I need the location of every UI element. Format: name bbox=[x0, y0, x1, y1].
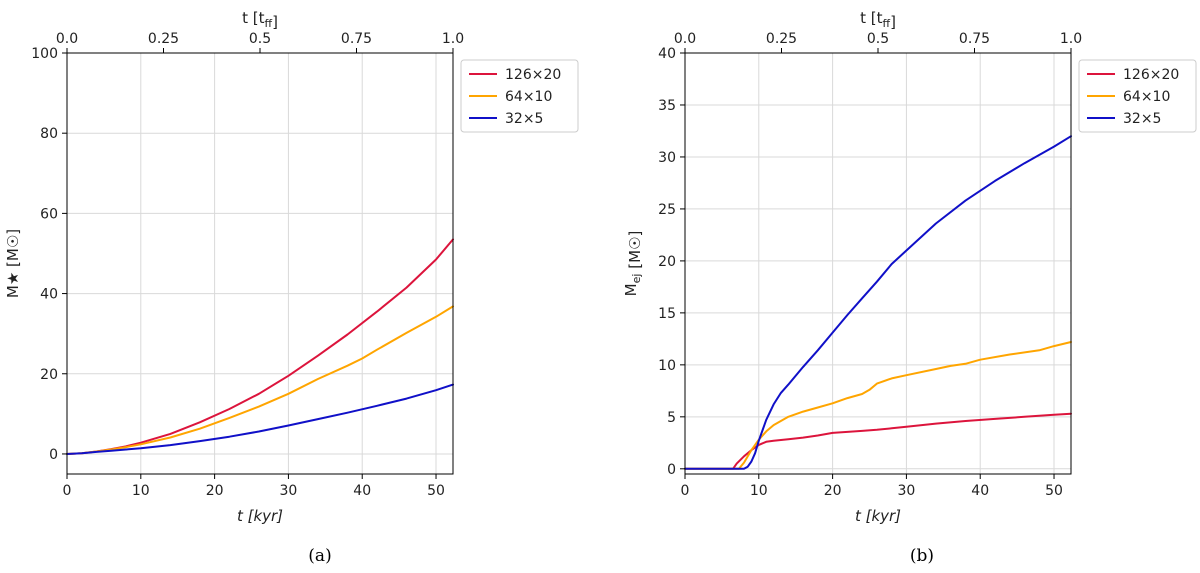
y-tick-label-a-0: 0 bbox=[49, 447, 58, 463]
axes-frame-b bbox=[684, 52, 1072, 475]
legend-box-b bbox=[1078, 59, 1197, 133]
top-tick-label-b-0: 0.0 bbox=[674, 31, 696, 47]
legend-label-b-2: 32×5 bbox=[1123, 111, 1161, 127]
y-tick-label-b-1: 5 bbox=[667, 410, 676, 426]
x-tick-label-b-3: 30 bbox=[898, 483, 916, 499]
legend-box-a bbox=[460, 59, 579, 133]
y-tick-label-b-2: 10 bbox=[658, 358, 676, 374]
series-line-a-1 bbox=[66, 305, 454, 455]
x-tick-label-a-0: 0 bbox=[63, 483, 72, 499]
y-tick-label-b-8: 40 bbox=[658, 46, 676, 62]
y-axis-label-a: M★ [M☉] bbox=[4, 229, 22, 298]
y-tick-label-b-6: 30 bbox=[658, 150, 676, 166]
caption-b: (b) bbox=[910, 546, 934, 566]
x-tick-label-b-4: 40 bbox=[971, 483, 989, 499]
legend-a: 126×20 64×10 32×5 bbox=[460, 59, 579, 133]
series-line-b-2 bbox=[684, 135, 1072, 470]
series-a bbox=[66, 238, 454, 455]
top-axis-label-a: t [tff] bbox=[242, 9, 278, 31]
caption-a: (a) bbox=[308, 546, 331, 566]
y-tick-label-a-1: 20 bbox=[40, 367, 58, 383]
top-tick-label-a-0: 0.0 bbox=[56, 31, 78, 47]
top-tick-label-a-2: 0.5 bbox=[249, 31, 271, 47]
legend-b: 126×20 64×10 32×5 bbox=[1078, 59, 1197, 133]
top-axis-label-b: t [tff] bbox=[860, 9, 896, 31]
legend-label-b-1: 64×10 bbox=[1123, 89, 1170, 105]
y-axis-label-b: Mej [M☉] bbox=[622, 231, 644, 297]
y-tick-label-b-4: 20 bbox=[658, 254, 676, 270]
x-tick-label-a-4: 40 bbox=[353, 483, 371, 499]
y-tick-label-a-5: 100 bbox=[31, 46, 58, 62]
top-tick-label-b-4: 1.0 bbox=[1060, 31, 1082, 47]
x-tick-label-b-1: 10 bbox=[750, 483, 768, 499]
top-tick-label-b-3: 0.75 bbox=[959, 31, 990, 47]
top-tick-label-b-2: 0.5 bbox=[867, 31, 889, 47]
y-tick-label-a-4: 80 bbox=[40, 126, 58, 142]
x-axis-label-a: t [kyr] bbox=[237, 507, 283, 525]
top-tick-label-b-1: 0.25 bbox=[766, 31, 797, 47]
x-tick-label-a-3: 30 bbox=[280, 483, 298, 499]
x-tick-label-b-0: 0 bbox=[681, 483, 690, 499]
legend-label-b-0: 126×20 bbox=[1123, 67, 1179, 83]
y-tick-label-a-3: 60 bbox=[40, 206, 58, 222]
legend-label-a-2: 32×5 bbox=[505, 111, 543, 127]
series-line-b-1 bbox=[684, 341, 1072, 470]
x-tick-label-b-2: 20 bbox=[824, 483, 842, 499]
y-tick-label-b-5: 25 bbox=[658, 202, 676, 218]
grid-b bbox=[684, 52, 1071, 474]
x-axis-label-b: t [kyr] bbox=[855, 507, 901, 525]
legend-label-a-1: 64×10 bbox=[505, 89, 552, 105]
legend-label-a-0: 126×20 bbox=[505, 67, 561, 83]
axes-frame-a bbox=[66, 52, 454, 475]
top-tick-label-a-3: 0.75 bbox=[341, 31, 372, 47]
y-tick-label-b-3: 15 bbox=[658, 306, 676, 322]
series-line-a-0 bbox=[66, 238, 454, 455]
y-tick-label-a-2: 40 bbox=[40, 287, 58, 303]
x-tick-label-a-1: 10 bbox=[132, 483, 150, 499]
series-b bbox=[684, 135, 1072, 470]
y-tick-label-b-7: 35 bbox=[658, 98, 676, 114]
series-line-a-2 bbox=[66, 383, 454, 455]
grid-a bbox=[66, 52, 453, 474]
x-tick-label-a-2: 20 bbox=[206, 483, 224, 499]
top-tick-label-a-1: 0.25 bbox=[148, 31, 179, 47]
x-tick-label-a-5: 50 bbox=[427, 483, 445, 499]
series-line-b-0 bbox=[684, 412, 1072, 470]
top-tick-label-a-4: 1.0 bbox=[442, 31, 464, 47]
y-tick-label-b-0: 0 bbox=[667, 462, 676, 478]
x-tick-label-b-5: 50 bbox=[1045, 483, 1063, 499]
